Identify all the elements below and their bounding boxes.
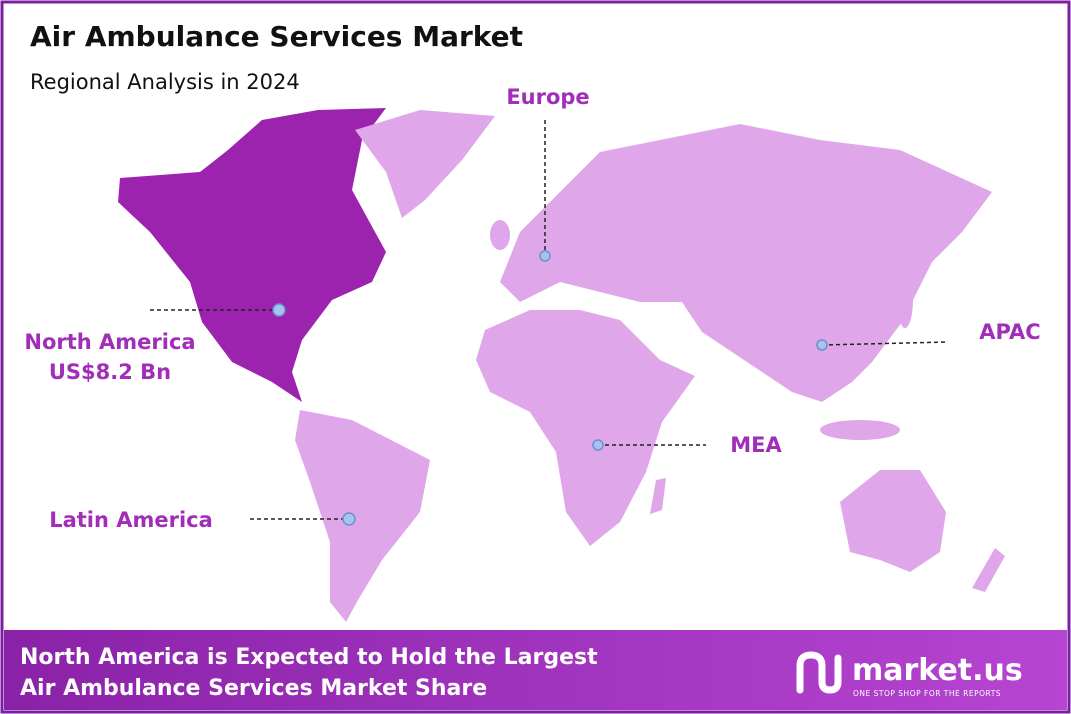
logo-tagline: ONE STOP SHOP FOR THE REPORTS — [853, 689, 1001, 698]
new-zealand — [972, 548, 1005, 592]
south-america — [295, 410, 430, 622]
marker — [539, 250, 551, 262]
logo: market.us ONE STOP SHOP FOR THE REPORTS — [796, 651, 1023, 698]
marker — [592, 439, 604, 451]
region-label: APAC — [979, 320, 1040, 344]
callouts — [150, 120, 949, 526]
australia — [840, 470, 946, 572]
africa — [476, 310, 695, 546]
subtitle: Regional Analysis in 2024 — [30, 70, 300, 94]
indonesia — [820, 420, 900, 440]
region-label: Latin America — [49, 508, 213, 532]
japan — [897, 272, 913, 328]
greenland — [355, 110, 495, 218]
logo-text: market.us — [852, 653, 1023, 688]
footer-text: Air Ambulance Services Market Share — [20, 676, 487, 701]
region-label: MEA — [730, 433, 782, 457]
uk — [490, 220, 510, 250]
footer-text: North America is Expected to Hold the La… — [20, 645, 598, 670]
region-label: North America — [24, 330, 195, 354]
marker — [342, 512, 356, 526]
eurasia — [500, 124, 992, 402]
region-value: US$8.2 Bn — [49, 360, 171, 384]
logo-mark — [796, 651, 842, 694]
leader-line — [821, 341, 949, 346]
marker — [272, 303, 286, 317]
marker — [816, 339, 828, 351]
north-america — [118, 108, 386, 402]
world-map — [118, 108, 1005, 622]
madagascar — [650, 478, 666, 514]
title: Air Ambulance Services Market — [30, 20, 523, 53]
footer-band — [4, 630, 1067, 710]
region-label: Europe — [506, 85, 589, 109]
